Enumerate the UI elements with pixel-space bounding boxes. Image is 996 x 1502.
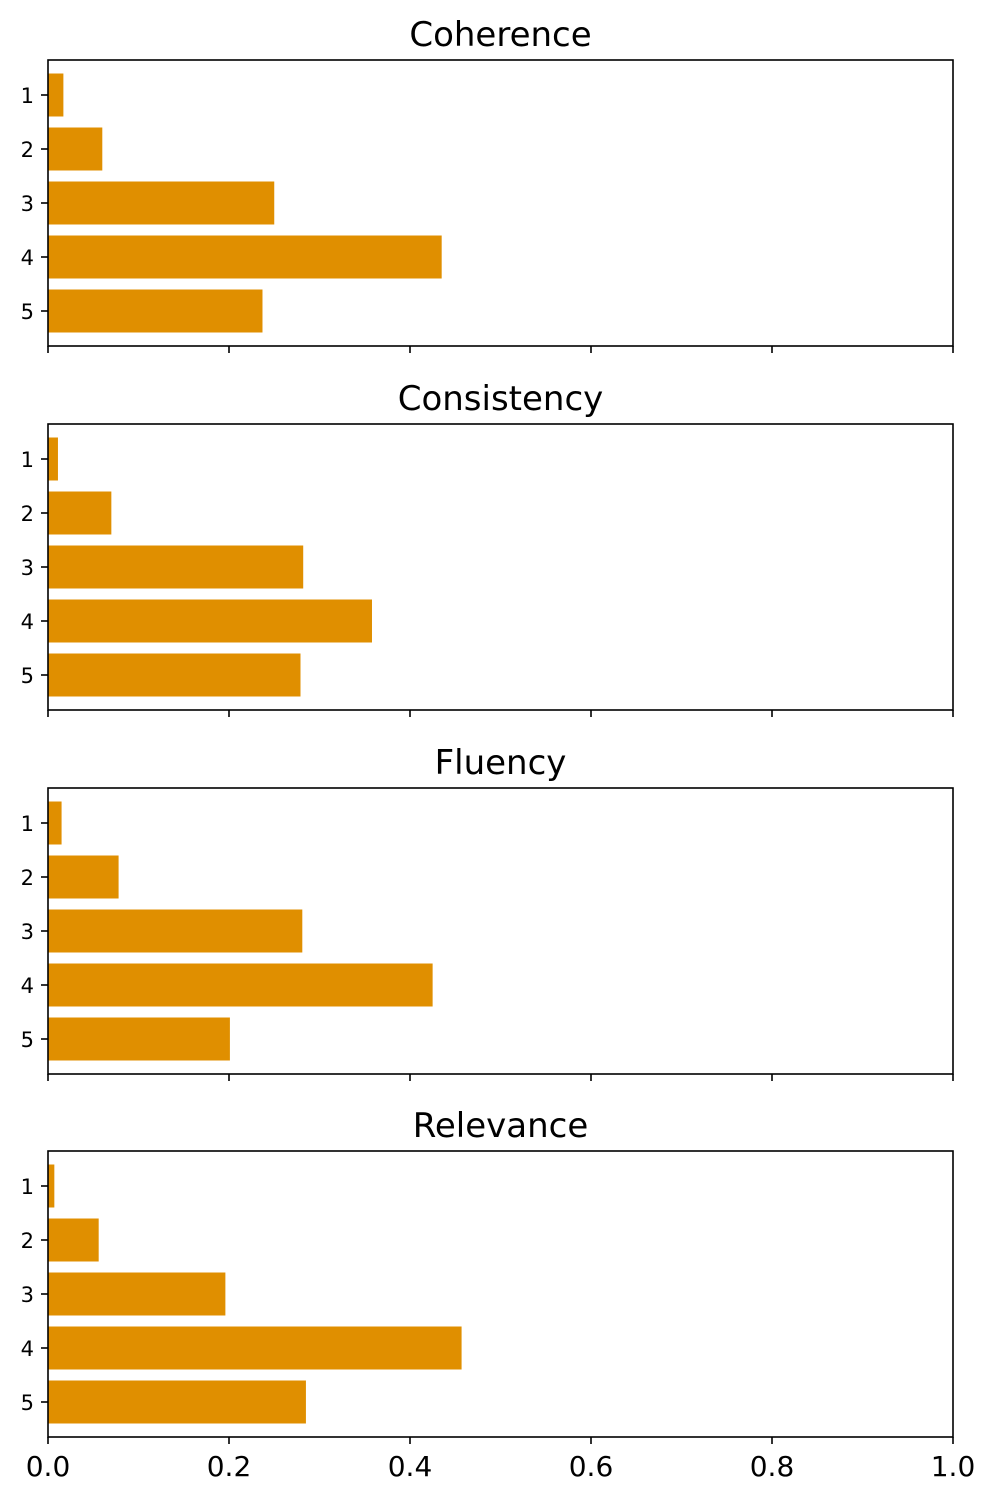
- x-tick-label: 0.2: [207, 1450, 252, 1483]
- bar-3: [48, 545, 304, 589]
- y-tick-label: 3: [21, 556, 34, 580]
- bar-4: [48, 235, 442, 279]
- bar-4: [48, 599, 372, 643]
- y-tick-label: 2: [21, 502, 34, 526]
- panel-consistency: Consistency 1 2 3 4 5: [21, 379, 954, 717]
- bar-1: [48, 73, 64, 117]
- y-tick-label: 5: [21, 1028, 34, 1052]
- panel-fluency: Fluency 1 2 3 4 5: [21, 743, 954, 1081]
- bar-5: [48, 653, 301, 697]
- y-tick-label: 1: [21, 84, 34, 108]
- bar-5: [48, 1017, 230, 1061]
- panel-coherence: Coherence 1 2 3 4 5: [21, 15, 954, 353]
- y-tick-label: 2: [21, 866, 34, 890]
- y-tick-label: 5: [21, 1391, 34, 1415]
- bar-2: [48, 1218, 99, 1262]
- bar-1: [48, 1164, 55, 1208]
- panel-title: Relevance: [413, 1106, 589, 1146]
- y-tick-label: 1: [21, 812, 34, 836]
- panel-title: Consistency: [398, 379, 604, 419]
- y-tick-label: 5: [21, 300, 34, 324]
- axes-frame: [47, 787, 954, 1075]
- panel-title: Coherence: [409, 15, 591, 55]
- x-tick-label: 0.4: [388, 1450, 433, 1483]
- axes-frame: [47, 1150, 954, 1438]
- bar-5: [48, 1380, 306, 1424]
- y-tick-label: 2: [21, 138, 34, 162]
- bar-1: [48, 437, 58, 481]
- y-tick-label: 4: [21, 610, 34, 634]
- axes-frame: [47, 423, 954, 711]
- y-tick-label: 2: [21, 1229, 34, 1253]
- bar-4: [48, 1326, 462, 1370]
- bar-3: [48, 909, 303, 953]
- y-tick-label: 4: [21, 246, 34, 270]
- y-tick-label: 1: [21, 448, 34, 472]
- axes-frame: [47, 59, 954, 347]
- bar-2: [48, 491, 112, 535]
- y-tick-label: 3: [21, 192, 34, 216]
- x-tick-label: 0.6: [569, 1450, 614, 1483]
- y-tick-label: 3: [21, 1283, 34, 1307]
- bar-2: [48, 855, 119, 899]
- y-tick-label: 1: [21, 1175, 34, 1199]
- bar-4: [48, 963, 433, 1007]
- x-tick-label: 0.0: [26, 1450, 71, 1483]
- y-tick-label: 4: [21, 1337, 34, 1361]
- x-tick-label: 1.0: [931, 1450, 976, 1483]
- y-tick-label: 5: [21, 664, 34, 688]
- bar-1: [48, 801, 62, 845]
- bar-3: [48, 181, 275, 225]
- bar-5: [48, 289, 263, 333]
- y-tick-label: 4: [21, 974, 34, 998]
- panel-relevance: Relevance 1 2 3 4 5 0.0 0.2 0.4 0.6 0.8 1.0: [21, 1106, 976, 1483]
- y-tick-label: 3: [21, 920, 34, 944]
- x-tick-label: 0.8: [750, 1450, 795, 1483]
- panel-title: Fluency: [435, 743, 567, 783]
- bar-2: [48, 127, 103, 171]
- bar-3: [48, 1272, 226, 1316]
